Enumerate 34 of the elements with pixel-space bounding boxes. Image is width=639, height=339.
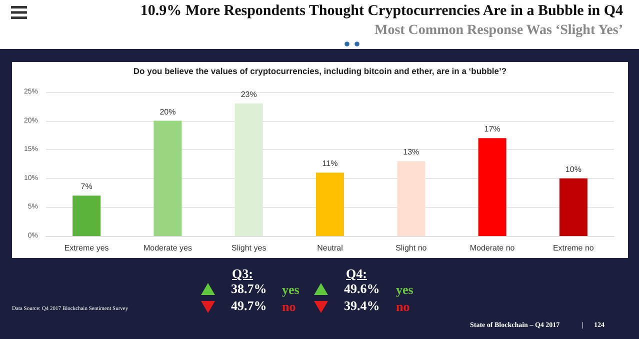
text: Q4: <box>346 266 367 282</box>
data-label: 17% <box>484 124 500 134</box>
chart-title: 10.9% More Respondents Thought Cryptocurrencies Are in a Bubble in Q4 <box>140 3 623 20</box>
text: 39.4% <box>344 298 380 314</box>
text: no <box>396 299 410 315</box>
x-tick-label: Slight yes <box>232 244 266 252</box>
bar <box>234 104 263 236</box>
text: 49.7% <box>231 298 267 314</box>
text: Q3: <box>232 266 253 282</box>
bar <box>397 161 426 236</box>
data-label: 7% <box>80 182 92 192</box>
data-label: 23% <box>240 90 257 100</box>
x-tick-label: Extreme yes <box>64 244 109 252</box>
text: 38.7% <box>231 281 267 297</box>
data-label: 20% <box>160 107 176 116</box>
bar <box>154 120 182 236</box>
chart-subtitle: Most Common Response Was ‘Slight Yes’ <box>374 23 623 39</box>
text: no <box>282 299 296 315</box>
text: yes <box>282 282 300 298</box>
x-tick-label: Moderate no <box>470 244 516 252</box>
data-label: 13% <box>403 148 420 157</box>
x-tick-label: Neutral <box>317 244 344 252</box>
text: 49.6% <box>344 281 380 297</box>
bar <box>316 172 344 236</box>
bar <box>559 178 588 236</box>
bar <box>478 138 506 236</box>
x-tick-label: Slight no <box>396 244 428 252</box>
data-label: 11% <box>322 159 338 168</box>
x-tick-label: Moderate yes <box>143 244 192 252</box>
x-tick-label: Extreme no <box>552 244 594 252</box>
text: Do you believe the values of cryptocurrencies, including bitcoin and ether, are in a ‘bubble’? <box>132 66 508 76</box>
bar <box>72 196 101 236</box>
text: yes <box>396 282 414 298</box>
data-label: 10% <box>565 164 582 174</box>
